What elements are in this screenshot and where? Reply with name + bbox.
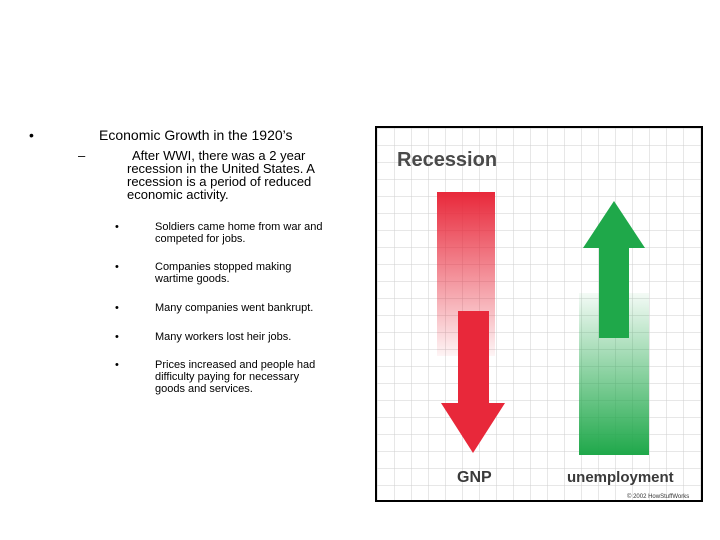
list-item: Prices increased and people had difficul… (155, 359, 355, 395)
subpoint-line: After WWI, there was a 2 year (132, 148, 306, 163)
subpoint-text: After WWI, there was a 2 year recession … (127, 149, 357, 201)
item-bullet: • (115, 221, 119, 233)
grid-background (377, 128, 701, 500)
list-item-line: Many workers lost heir jobs. (155, 331, 292, 343)
slide-heading: Economic Growth in the 1920’s (99, 127, 293, 143)
gnp-label: GNP (457, 469, 492, 486)
unemployment-label: unemployment (567, 469, 674, 486)
item-bullet: • (115, 331, 119, 343)
item-bullet: • (115, 261, 119, 273)
subpoint-line: economic activity. (127, 187, 229, 202)
recession-illustration: Recession GNP unemployment © 2002 HowStu… (377, 128, 701, 500)
list-item-line: Prices increased and people had (155, 359, 316, 371)
dash-marker: – (78, 148, 86, 163)
list-item-line: Companies stopped making (155, 261, 292, 273)
arrow-down-icon (441, 311, 505, 453)
list-item-line: wartime goods. (155, 273, 230, 285)
list-item: Companies stopped making wartime goods. (155, 261, 355, 285)
item-bullet: • (115, 359, 119, 371)
list-item-line: goods and services. (155, 383, 253, 395)
graphic-title: Recession (397, 149, 497, 171)
recession-graphic: Recession GNP unemployment © 2002 HowStu… (375, 126, 703, 502)
list-item-line: Soldiers came home from war and (155, 221, 323, 233)
list-item-line: difficulty paying for necessary (155, 371, 300, 383)
arrow-up-icon (583, 201, 645, 338)
subpoint-line: recession in the United States. A (127, 161, 315, 176)
list-item-line: competed for jobs. (155, 233, 246, 245)
list-item: Soldiers came home from war and competed… (155, 221, 355, 245)
bullet-marker: • (29, 127, 34, 143)
item-bullet: • (115, 302, 119, 314)
list-item: Many workers lost heir jobs. (155, 331, 355, 343)
copyright-credit: © 2002 HowStuffWorks (627, 493, 689, 500)
list-item: Many companies went bankrupt. (155, 302, 355, 314)
subpoint-line: recession is a period of reduced (127, 174, 312, 189)
list-item-line: Many companies went bankrupt. (155, 302, 314, 314)
